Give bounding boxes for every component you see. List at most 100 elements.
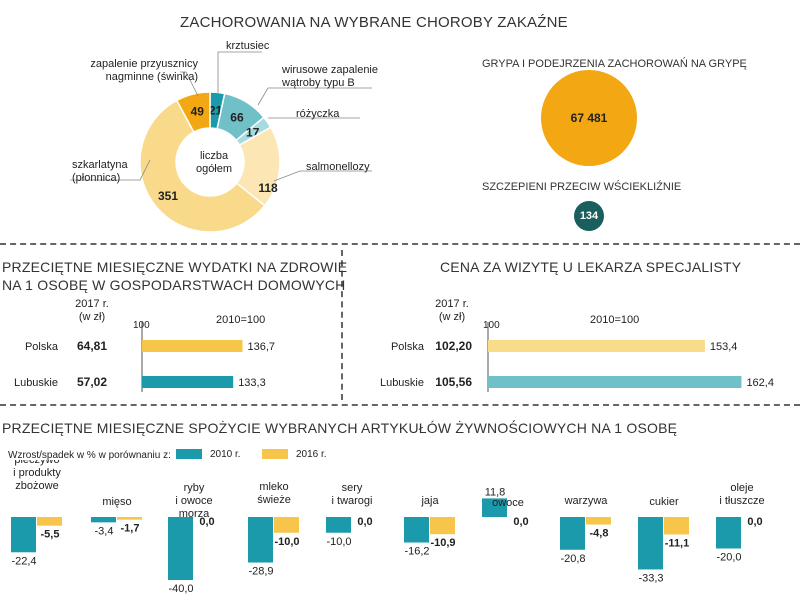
bar-value-label: -22,4 <box>11 555 36 567</box>
bar-value-label: -33,3 <box>638 572 663 584</box>
wscieklizna-value: 134 <box>579 210 599 222</box>
divider-bottom <box>0 404 800 406</box>
index-2017-value: 57,02 <box>77 375 107 389</box>
section2-col-header-line2: (w zł) <box>78 311 106 323</box>
bar-value-label: 0,0 <box>747 516 762 528</box>
section2-title: PRZECIĘTNE MIESIĘCZNE WYDATKI NA ZDROWIE… <box>2 258 347 294</box>
donut-leader-line-krztusiec <box>217 51 262 93</box>
category-label: warzywa <box>564 495 609 507</box>
bar-2016 <box>430 517 455 535</box>
section4-title: PRZECIĘTNE MIESIĘCZNE SPOŻYCIE WYBRANYCH… <box>2 420 678 436</box>
bar-value-label: -4,8 <box>590 528 609 540</box>
section3-col-header-line2: (w zł) <box>438 311 466 323</box>
donut-leader-line-wzw <box>180 71 199 97</box>
bar-2010 <box>560 517 585 550</box>
donut-value-wzw: 66 <box>230 111 244 125</box>
donut-slice-szkarlatyna <box>139 99 266 233</box>
label-wzw-line1: wirusowe zapalenie <box>282 64 378 76</box>
category-label: oleje <box>730 482 753 494</box>
index-bar <box>488 340 705 352</box>
index-bar <box>488 376 742 388</box>
category-label: i owoce <box>175 495 212 507</box>
section2-col-header-line1: 2017 r. <box>75 298 109 310</box>
label-szkarlatyna-line2: (płonnica) <box>72 172 121 184</box>
index-bar-label: 153,4 <box>710 341 738 353</box>
index-bar-label: 162,4 <box>746 377 774 389</box>
category-label: cukier <box>649 496 679 508</box>
bar-value-label: -3,4 <box>95 525 114 537</box>
bar-value-label: -28,9 <box>248 566 273 578</box>
bar-2016 <box>274 517 299 533</box>
donut-value-szkarlatyna: 351 <box>158 189 178 203</box>
index-category-label: Polska <box>25 341 59 353</box>
bar-value-label: -10,0 <box>326 536 351 548</box>
label-wzw-line2: wątroby typu B <box>282 77 355 89</box>
label-rozyczka: różyczka <box>296 108 340 120</box>
donut-center-label: liczba ogółem <box>190 150 238 176</box>
bar-2010 <box>404 517 429 543</box>
category-label: i tłuszcze <box>719 495 764 507</box>
donut-leader-line-szkarlatyna <box>273 170 372 182</box>
label-szkarlatyna-line1: szkarlatyna <box>72 159 128 171</box>
section2-title-line2: NA 1 OSOBĘ W GOSPODARSTWACH DOMOWYCH <box>2 277 346 293</box>
index-2017-value: 102,20 <box>435 339 472 353</box>
bar-2010 <box>482 498 507 517</box>
bar-value-label: -10,9 <box>430 537 455 549</box>
index-2017-value: 64,81 <box>77 339 107 353</box>
category-label: sery <box>342 482 363 494</box>
bar-2010 <box>91 517 116 523</box>
category-label: świeże <box>257 494 291 506</box>
index-bar-label: 133,3 <box>238 377 266 389</box>
bar-2010 <box>326 517 351 533</box>
section2-axis-note: 2010=100 <box>216 314 266 326</box>
donut-center-line2: ogółem <box>195 163 233 175</box>
category-label: jaja <box>420 495 439 507</box>
bar-value-label: 11,8 <box>485 486 506 498</box>
bar-value-label: -40,0 <box>168 583 193 595</box>
section2-axis-start: 100 <box>133 320 150 331</box>
label-salmonellozy: salmonellozy <box>306 161 370 173</box>
grypa-value: 67 481 <box>570 111 608 125</box>
donut-leader-line-swinka <box>70 159 151 181</box>
bar-2010 <box>638 517 663 570</box>
grypa-circle: 67 481 <box>541 70 637 166</box>
section3-col-header-line1: 2017 r. <box>435 298 469 310</box>
donut-value-krztusiec: 21 <box>209 103 223 117</box>
label-krztusiec: krztusiec <box>226 40 270 52</box>
divider-top <box>0 243 800 245</box>
donut-center-line1: liczba <box>199 150 229 162</box>
wscieklizna-circle: 134 <box>574 201 604 231</box>
section1-title: ZACHOROWANIA NA WYBRANE CHOROBY ZAKAŹNE <box>180 14 568 31</box>
bar-value-label: -20,0 <box>716 552 741 564</box>
category-label: pieczywo <box>14 460 59 466</box>
bar-value-label: -1,7 <box>121 523 140 535</box>
bar-value-label: -10,0 <box>274 536 299 548</box>
section3-title: CENA ZA WIZYTĘ U LEKARZA SPECJALISTY <box>440 259 742 275</box>
category-label: owoce <box>492 497 524 509</box>
category-label: ryby <box>184 482 205 494</box>
category-label: i produkty <box>13 467 61 479</box>
bar-2010 <box>11 517 36 553</box>
donut-leader-line-rozyczka <box>257 87 372 106</box>
bar-value-label: 0,0 <box>513 516 528 528</box>
section3-axis-note: 2010=100 <box>590 314 640 326</box>
donut-slice-swinka <box>175 91 211 134</box>
bar-2010 <box>716 517 741 549</box>
category-label: zbożowe <box>15 480 58 492</box>
bar-value-label: 0,0 <box>199 516 214 528</box>
index-2017-value: 105,56 <box>435 375 472 389</box>
label-wzw: wirusowe zapalenie wątroby typu B <box>282 64 378 90</box>
section3-bar-chart: Polska 102,20 153,4 Lubuskie 105,56 162,4 <box>380 322 774 392</box>
index-bar-label: 136,7 <box>248 341 276 353</box>
label-swinka-line2: nagminne (świnka) <box>105 71 198 83</box>
section3-axis-start: 100 <box>483 320 500 331</box>
divider-middle <box>341 250 343 400</box>
bar-value-label: -16,2 <box>404 546 429 558</box>
bar-value-label: 0,0 <box>357 516 372 528</box>
index-category-label: Lubuskie <box>14 377 58 389</box>
donut-value-swinka: 49 <box>191 105 205 119</box>
bar-2016 <box>586 517 611 525</box>
index-bar <box>142 376 234 388</box>
index-category-label: Lubuskie <box>380 377 424 389</box>
